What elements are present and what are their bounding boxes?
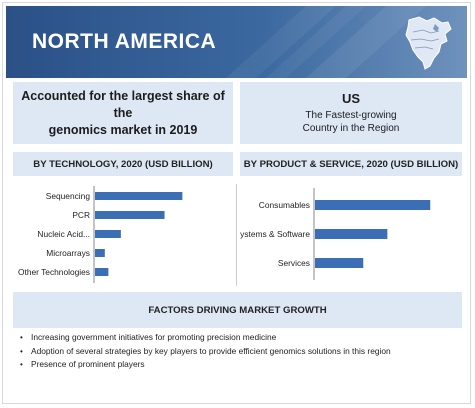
header-banner: NORTH AMERICA	[6, 6, 467, 78]
bar	[315, 200, 431, 210]
factors-list: • Increasing government initiatives for p…	[20, 331, 460, 372]
north-america-map-icon	[405, 16, 452, 70]
infographic-frame	[2, 2, 471, 404]
bar	[95, 249, 105, 257]
bar	[95, 211, 165, 219]
bar	[95, 230, 121, 238]
category-label: Sequencing	[46, 191, 91, 201]
callout-line-2: genomics market in 2019	[48, 122, 198, 137]
fastest-growing-country: US	[341, 91, 361, 106]
factor-item: • Presence of prominent players	[20, 358, 460, 372]
bullet-icon: •	[20, 360, 23, 370]
category-label: Microarrays	[46, 248, 90, 258]
factors-title: FACTORS DRIVING MARKET GROWTH	[13, 292, 462, 328]
category-label: Nucleic Acid...	[37, 229, 90, 239]
technology-bar-chart: Sequencing PCR Nucleic Acid... Microarrays O…	[18, 186, 183, 283]
product-service-chart-title: BY PRODUCT & SERVICE, 2020 (USD BILLION)	[240, 152, 462, 176]
panel-divider	[236, 184, 237, 286]
callout-line-1: Accounted for the largest share of the	[21, 88, 225, 120]
bar	[315, 229, 388, 239]
category-label: Consumables	[259, 200, 310, 210]
category-label: Services	[278, 258, 310, 268]
technology-chart-title: BY TECHNOLOGY, 2020 (USD BILLION)	[13, 152, 233, 176]
factor-text: Increasing government initiatives for pr…	[31, 332, 277, 342]
factor-item: • Adoption of several strategies by key p…	[20, 345, 460, 359]
region-title: NORTH AMERICA	[32, 30, 217, 53]
bar	[95, 192, 183, 200]
largest-share-callout: Accounted for the largest share of the g…	[13, 82, 233, 144]
factor-item: • Increasing government initiatives for p…	[20, 331, 460, 345]
category-label: Other Technologies	[18, 267, 90, 277]
fastest-growing-callout: US The Fastest-growing Country in the Re…	[240, 82, 462, 144]
product-service-bar-chart: Consumables Systems & Software Services	[240, 188, 431, 280]
bar	[95, 268, 109, 276]
bullet-icon: •	[20, 333, 23, 342]
banner-pattern	[226, 6, 426, 78]
factor-text: Presence of prominent players	[31, 359, 145, 370]
bullet-icon: •	[20, 346, 23, 356]
factor-text: Adoption of several strategies by key pl…	[31, 345, 391, 356]
category-label: Systems & Software	[240, 229, 310, 239]
category-label: PCR	[72, 210, 90, 220]
fastest-growing-line-1: The Fastest-growing	[305, 110, 397, 121]
fastest-growing-line-2: Country in the Region	[302, 123, 400, 134]
bar	[315, 258, 364, 268]
